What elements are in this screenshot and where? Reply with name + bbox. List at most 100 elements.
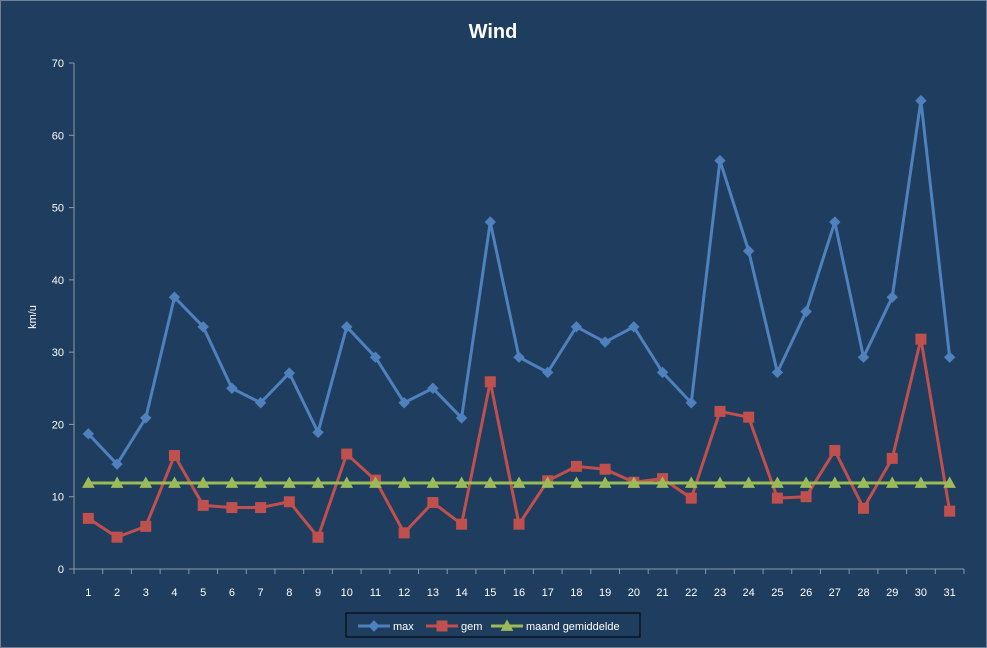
data-point-maand-gemiddelde [885, 476, 899, 488]
data-point-gem [197, 499, 209, 511]
data-point-maand-gemiddelde [943, 476, 956, 488]
data-point-max [254, 397, 267, 409]
data-point-maand-gemiddelde [225, 476, 239, 488]
y-tick-label: 70 [52, 58, 64, 70]
data-point-max [542, 366, 554, 379]
x-tick-label: 5 [200, 587, 206, 599]
series-line-max [87, 99, 952, 466]
data-point-gem [886, 452, 898, 464]
y-tick-label: 20 [52, 419, 64, 431]
data-point-maand-gemiddelde [914, 476, 928, 488]
x-tick-label: 27 [829, 587, 841, 599]
data-point-max [140, 412, 152, 424]
data-point-max [226, 382, 238, 394]
data-point-gem [570, 460, 582, 472]
data-point-max [398, 397, 410, 409]
data-point-gem [398, 527, 410, 539]
data-point-gem [312, 531, 324, 543]
data-point-max [283, 367, 296, 379]
x-tick-label: 3 [143, 587, 149, 599]
data-point-max [886, 291, 898, 303]
data-point-max [742, 245, 755, 257]
x-tick-label: 28 [857, 587, 869, 599]
data-point-max [111, 458, 123, 470]
legend-marker-gem [436, 620, 448, 632]
x-tick-label: 29 [886, 587, 898, 599]
data-point-maand-gemiddelde [397, 476, 411, 488]
data-point-maand-gemiddelde [196, 476, 210, 488]
data-point-max [943, 351, 956, 363]
y-tick-label: 60 [52, 130, 64, 142]
data-point-gem [800, 491, 812, 503]
data-point-gem [226, 502, 238, 514]
legend-marker-max [368, 620, 380, 632]
data-point-max [513, 351, 525, 363]
data-point-max [484, 216, 496, 228]
x-tick-label: 11 [370, 587, 381, 599]
x-tick-label: 30 [915, 587, 927, 599]
data-point-max [800, 305, 812, 318]
data-point-maand-gemiddelde [742, 476, 756, 488]
x-tick-label: 16 [513, 587, 525, 599]
data-point-maand-gemiddelde [483, 476, 497, 488]
data-point-max [168, 291, 181, 303]
data-point-maand-gemiddelde [541, 476, 555, 488]
series-line-gem [87, 337, 952, 539]
data-point-gem [111, 531, 123, 543]
data-point-max [771, 366, 784, 379]
data-point-gem [341, 448, 353, 460]
data-point-gem [427, 496, 439, 508]
x-tick-label: 9 [315, 587, 321, 599]
data-point-gem [915, 333, 927, 345]
data-point-maand-gemiddelde [426, 476, 440, 488]
legend-label-maand-gemiddelde: maand gemiddelde [526, 621, 620, 633]
data-point-max [628, 321, 640, 333]
series-max [82, 94, 956, 470]
data-point-maand-gemiddelde [713, 476, 727, 488]
data-point-max [455, 412, 468, 424]
data-point-gem [685, 492, 697, 504]
legend: max gem maand gemiddelde [345, 612, 641, 638]
x-tick-label: 10 [341, 587, 353, 599]
x-tick-label: 19 [599, 587, 611, 599]
data-point-gem [456, 518, 468, 530]
data-point-max [656, 366, 669, 379]
data-point-maand-gemiddelde [369, 476, 382, 488]
x-tick-label: 13 [427, 587, 439, 599]
data-point-max [312, 426, 324, 439]
data-point-gem [944, 505, 956, 517]
data-point-max [82, 428, 95, 440]
x-tick-label: 4 [171, 587, 177, 599]
x-tick-label: 8 [286, 587, 292, 599]
data-point-gem [829, 444, 841, 456]
data-point-maand-gemiddelde [282, 476, 296, 488]
data-point-max [599, 336, 611, 348]
y-tick-label: 10 [52, 492, 64, 504]
data-point-gem [743, 411, 755, 423]
data-point-maand-gemiddelde [598, 476, 612, 488]
data-point-max [685, 397, 697, 409]
x-tick-label: 25 [771, 587, 783, 599]
data-point-maand-gemiddelde [771, 476, 784, 488]
data-point-maand-gemiddelde [82, 476, 95, 488]
data-point-max [197, 321, 209, 333]
x-tick-label: 2 [114, 587, 120, 599]
y-tick-label: 50 [52, 203, 64, 215]
data-point-max [915, 94, 927, 107]
data-point-maand-gemiddelde [455, 476, 468, 488]
legend-label-max: max [393, 621, 414, 633]
data-point-gem [283, 496, 295, 508]
data-point-maand-gemiddelde [828, 476, 842, 488]
x-tick-label: 21 [656, 587, 668, 599]
data-point-maand-gemiddelde [799, 476, 813, 488]
data-point-gem [140, 520, 152, 532]
x-tick-label: 31 [944, 587, 956, 599]
data-point-maand-gemiddelde [627, 476, 641, 488]
x-tick-label: 1 [85, 587, 91, 599]
x-tick-label: 22 [685, 587, 697, 599]
series-maand-gemiddelde [82, 476, 956, 488]
data-point-max [570, 321, 583, 333]
